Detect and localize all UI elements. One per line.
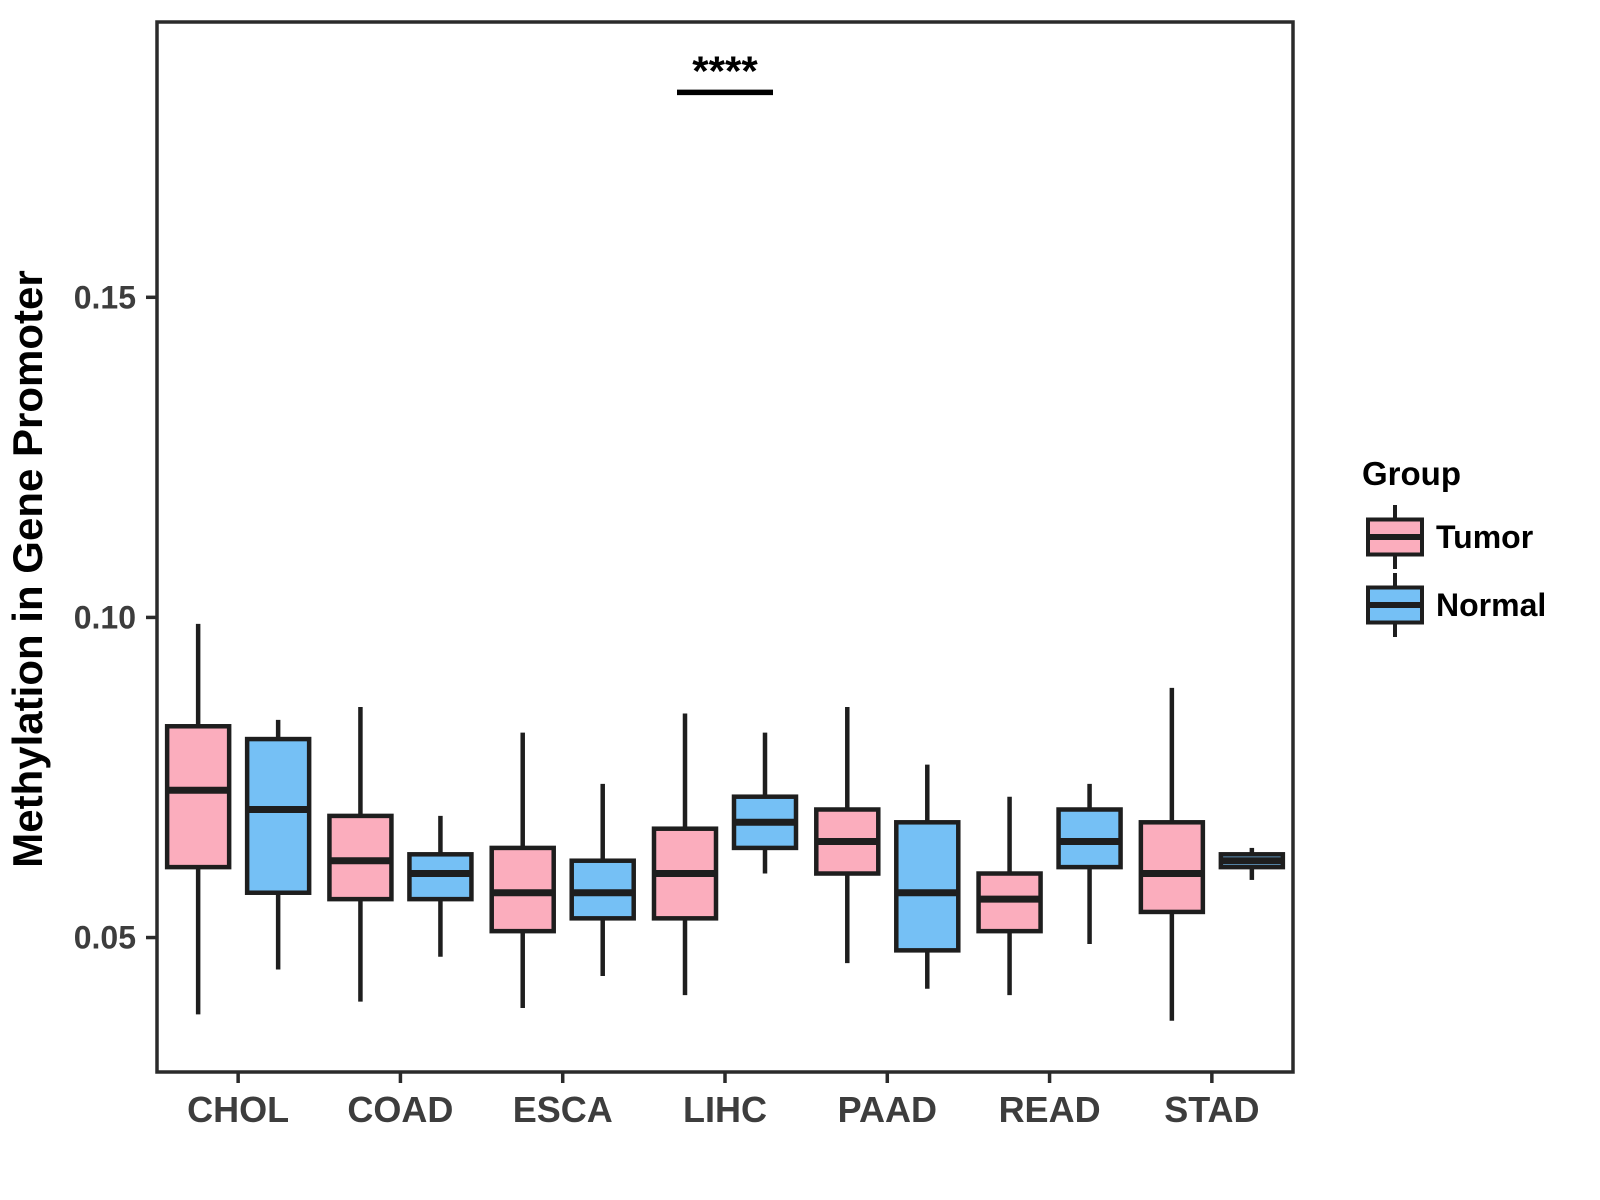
x-tick-label-paad: PAAD: [838, 1089, 937, 1130]
box-rect: [164, 724, 232, 870]
y-tick-label: 0.10: [74, 599, 136, 635]
box-rect: [244, 736, 312, 895]
legend-key-normal: [1366, 573, 1424, 637]
legend-key-tumor: [1366, 505, 1424, 569]
box-tumor-read: [976, 796, 1043, 996]
x-tick-label-read: READ: [999, 1089, 1101, 1130]
box-tumor-chol: [164, 623, 232, 1015]
box-tumor-paad: [814, 707, 881, 964]
plot-panel-border: [155, 20, 1295, 1074]
box-tumor-stad: [1138, 687, 1206, 1021]
y-axis-title: Methylation in Gene Promoter: [4, 270, 51, 867]
x-tick-label-chol: CHOL: [187, 1089, 289, 1130]
box-normal-esca: [569, 783, 636, 976]
box-normal-coad: [407, 815, 474, 957]
legend-label-tumor: Tumor: [1436, 519, 1533, 555]
x-tick-label-esca: ESCA: [513, 1089, 613, 1130]
box-rect: [894, 820, 961, 953]
x-tick-label-stad: STAD: [1164, 1089, 1259, 1130]
box-normal-chol: [244, 719, 312, 970]
box-normal-paad: [894, 764, 961, 989]
box-normal-stad: [1218, 847, 1286, 880]
y-tick-label: 0.05: [74, 920, 136, 956]
legend-title: Group: [1362, 455, 1461, 492]
box-tumor-lihc: [651, 713, 719, 996]
box-normal-lihc: [731, 732, 799, 874]
box-rect: [1138, 820, 1206, 915]
y-tick-label: 0.15: [74, 279, 136, 315]
box-normal-read: [1056, 783, 1123, 944]
box-tumor-esca: [489, 732, 556, 1008]
x-tick-label-lihc: LIHC: [683, 1089, 767, 1130]
legend-label-normal: Normal: [1436, 587, 1546, 623]
box-tumor-coad: [327, 707, 394, 1002]
significance-label: ****: [692, 47, 758, 94]
x-tick-label-coad: COAD: [347, 1089, 453, 1130]
